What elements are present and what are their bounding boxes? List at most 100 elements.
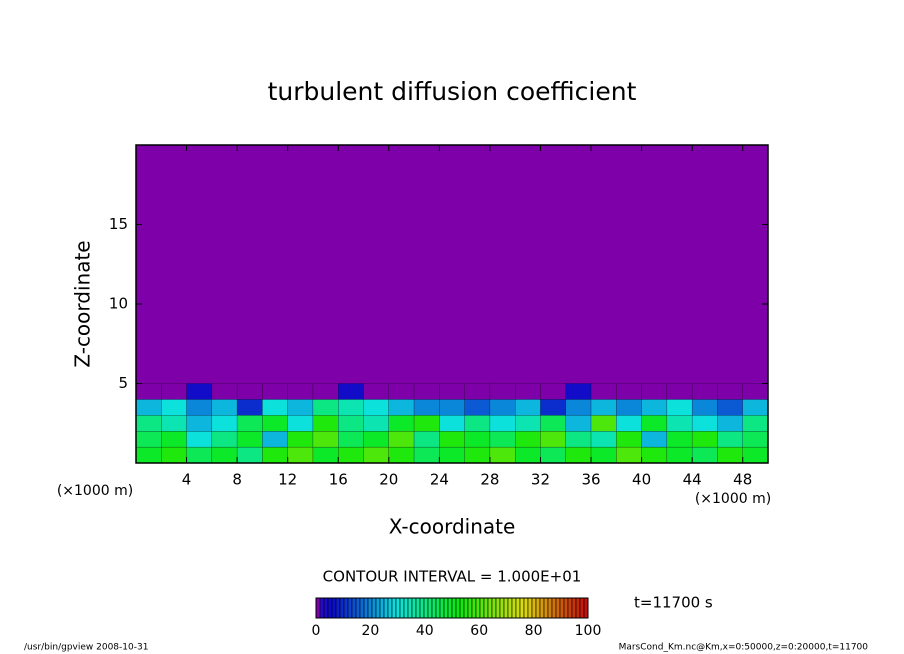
colorbar-stripe <box>455 597 461 619</box>
field-cell <box>464 399 491 416</box>
field-cell <box>287 399 314 416</box>
field-cell <box>565 399 592 416</box>
colorbar-stripe <box>507 597 513 619</box>
colorbar-stripe <box>467 597 473 619</box>
colorbar-stripe <box>383 597 389 619</box>
field-cell <box>236 431 263 448</box>
field-cell <box>236 415 263 432</box>
colorbar-stripe <box>423 597 429 619</box>
colorbar-stripe <box>431 597 437 619</box>
colorbar-stripe <box>323 597 329 619</box>
colorbar-stripe <box>479 597 485 619</box>
colorbar-tick-label: 20 <box>361 623 379 639</box>
colorbar-stripe <box>539 597 545 619</box>
field-cell <box>338 431 364 448</box>
colorbar-stripe <box>399 597 405 619</box>
field-cell <box>515 383 541 400</box>
colorbar-stripe <box>503 597 509 619</box>
field-cell <box>464 446 491 464</box>
field-cell <box>489 383 516 400</box>
colorbar-tick-label: 100 <box>575 623 602 639</box>
field-cell <box>287 431 314 448</box>
x-tick-label: 36 <box>581 471 600 489</box>
field-cell <box>338 446 364 464</box>
field-cell <box>236 399 263 416</box>
colorbar-stripe <box>527 597 533 619</box>
colorbar-stripe <box>531 597 537 619</box>
chart-title: turbulent diffusion coefficient <box>268 77 637 106</box>
field-cell <box>641 431 668 448</box>
footer-right: MarsCond_Km.nc@Km,x=0:50000,z=0:20000,t=… <box>619 643 869 653</box>
field-cell <box>363 415 389 432</box>
field-cell <box>742 446 769 464</box>
field-cell <box>691 446 718 464</box>
x-tick-label: 12 <box>278 471 297 489</box>
field-cell <box>312 431 339 448</box>
field-cell <box>515 431 541 448</box>
colorbar-stripe <box>463 597 469 619</box>
field-cell <box>413 383 440 400</box>
field-cell <box>439 415 465 432</box>
x-tick-label: 44 <box>683 471 702 489</box>
field-cell <box>691 399 718 416</box>
field-cell <box>540 446 566 464</box>
x-tick-label: 48 <box>733 471 752 489</box>
field-cell <box>666 399 693 416</box>
colorbar-tick-label: 80 <box>525 623 543 639</box>
colorbar-stripe <box>391 597 397 619</box>
contour-note: CONTOUR INTERVAL = 1.000E+01 <box>323 568 582 586</box>
field-cell <box>691 431 718 448</box>
colorbar-stripe <box>543 597 549 619</box>
colorbar-stripe <box>567 597 573 619</box>
field-cell <box>666 446 693 464</box>
colorbar-stripe <box>511 597 517 619</box>
colorbar-stripe <box>519 597 525 619</box>
field-cell <box>590 415 617 432</box>
colorbar-stripe <box>335 597 341 619</box>
colorbar-stripe <box>555 597 561 619</box>
field-cell <box>439 399 465 416</box>
field-cell <box>489 399 516 416</box>
colorbar-stripe <box>435 597 441 619</box>
field-cell <box>161 415 187 432</box>
field-cell <box>489 415 516 432</box>
field-cell <box>641 383 668 400</box>
field-cell <box>515 446 541 464</box>
field-cell <box>540 431 566 448</box>
x-tick-label: 16 <box>329 471 348 489</box>
field-cell <box>540 399 566 416</box>
colorbar-stripe <box>315 597 321 619</box>
field-cell <box>616 383 642 400</box>
colorbar-stripe <box>575 597 581 619</box>
colorbar-stripe <box>347 597 353 619</box>
colorbar-stripe <box>515 597 521 619</box>
field-cell <box>540 383 566 400</box>
field-cell <box>211 415 238 432</box>
colorbar-tick-label: 60 <box>470 623 488 639</box>
field-cell <box>287 383 314 400</box>
field-cell <box>135 415 162 432</box>
colorbar-stripe <box>475 597 481 619</box>
field-cell <box>742 399 769 416</box>
field-cell <box>135 399 162 416</box>
field-cell <box>161 399 187 416</box>
field-cell <box>262 431 288 448</box>
colorbar-stripe <box>491 597 497 619</box>
x-tick-label: 28 <box>480 471 499 489</box>
field-cell <box>439 446 465 464</box>
field-cell <box>135 383 162 400</box>
field-cell <box>413 446 440 464</box>
time-label: t=11700 s <box>634 594 713 612</box>
field-cell <box>236 383 263 400</box>
colorbar-stripe <box>535 597 541 619</box>
field-cell <box>312 415 339 432</box>
x-unit: (×1000 m) <box>695 491 771 507</box>
field-cell <box>616 446 642 464</box>
field-cell <box>413 431 440 448</box>
colorbar-stripe <box>571 597 577 619</box>
field-cell <box>666 383 693 400</box>
footer-left: /usr/bin/gpview 2008-10-31 <box>24 643 148 653</box>
field-cell <box>211 446 238 464</box>
colorbar-stripe <box>563 597 569 619</box>
field-cell <box>590 431 617 448</box>
